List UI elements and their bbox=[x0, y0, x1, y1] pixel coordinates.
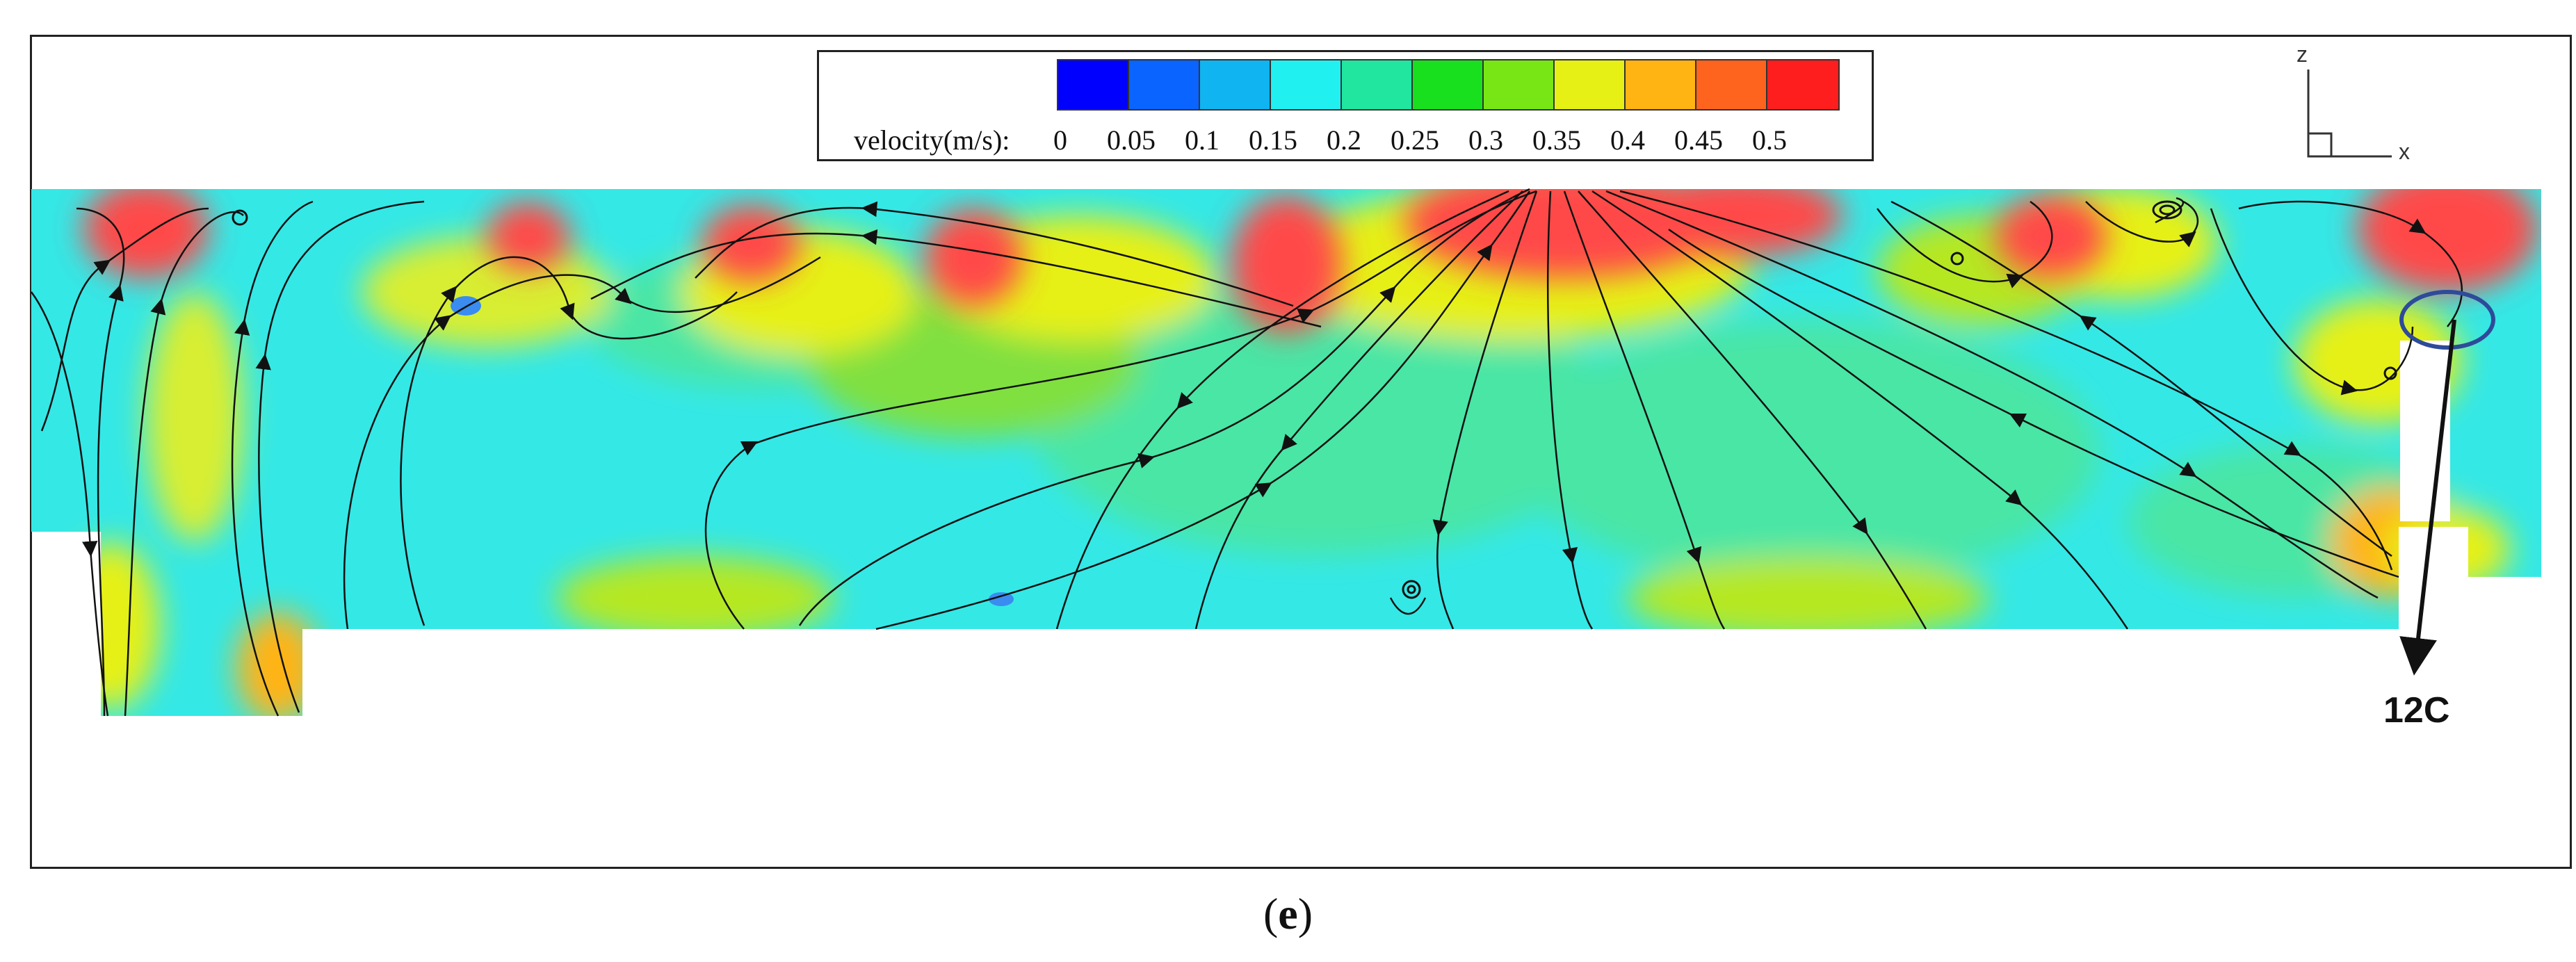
legend-swatch bbox=[1484, 60, 1555, 109]
legend-tick-label: 0.5 bbox=[1752, 124, 1787, 156]
streamlines bbox=[30, 188, 2463, 717]
legend-title: velocity(m/s): bbox=[854, 124, 1010, 156]
axis-triad bbox=[2307, 70, 2392, 158]
legend-swatch bbox=[1696, 60, 1767, 109]
x-axis-label: x bbox=[2399, 139, 2410, 164]
legend-swatch bbox=[1342, 60, 1413, 109]
legend-swatch bbox=[1058, 60, 1129, 109]
velocity-legend: velocity(m/s): 0 0.05 0.1 0.15 0.2 0.25 0.3 0.3… bbox=[817, 50, 1874, 161]
panel-label: (e) bbox=[1263, 889, 1313, 938]
legend-tick-label: 0.2 bbox=[1327, 124, 1361, 156]
legend-swatch bbox=[1413, 60, 1484, 109]
legend-swatches bbox=[1057, 59, 1840, 111]
legend-swatch bbox=[1271, 60, 1342, 109]
legend-swatch bbox=[1767, 60, 1838, 109]
callout-12c bbox=[2399, 290, 2495, 676]
legend-tick-label: 0.4 bbox=[1610, 124, 1645, 156]
panel-letter: e bbox=[1278, 889, 1298, 938]
legend-tick-label: 0 bbox=[1053, 124, 1067, 156]
legend-tick-label: 0.1 bbox=[1185, 124, 1220, 156]
vortex-markers bbox=[232, 200, 2397, 599]
z-axis-label: z bbox=[2296, 42, 2308, 67]
legend-swatch bbox=[1129, 60, 1200, 109]
legend-tick-label: 0.45 bbox=[1674, 124, 1723, 156]
legend-swatch bbox=[1626, 60, 1696, 109]
legend-swatch bbox=[1200, 60, 1271, 109]
legend-tick-label: 0.05 bbox=[1107, 124, 1156, 156]
callout-label: 12C bbox=[2383, 690, 2450, 731]
legend-tick-label: 0.35 bbox=[1532, 124, 1581, 156]
legend-tick-label: 0.25 bbox=[1391, 124, 1439, 156]
legend-tick-label: 0.15 bbox=[1249, 124, 1297, 156]
legend-tick-label: 0.3 bbox=[1468, 124, 1503, 156]
legend-swatch bbox=[1555, 60, 1626, 109]
